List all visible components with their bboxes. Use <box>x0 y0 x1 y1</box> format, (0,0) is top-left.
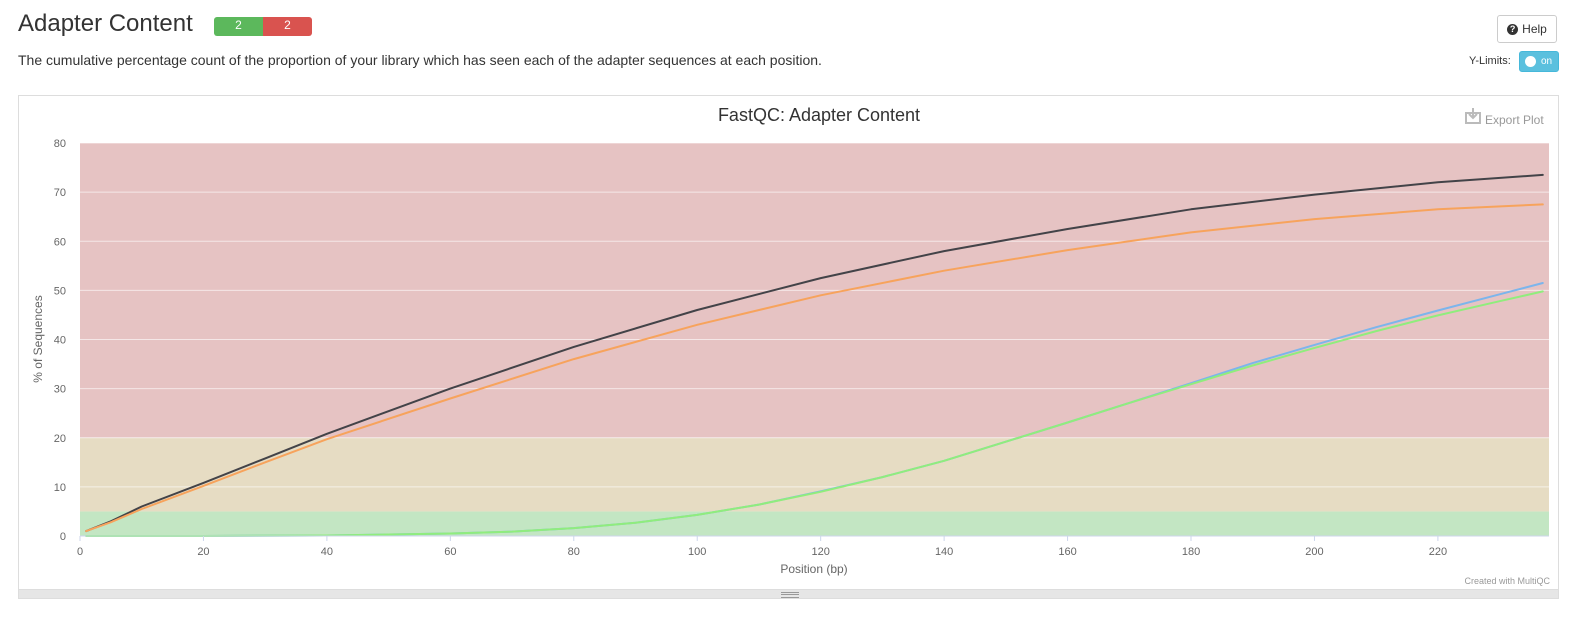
chart-credit: Created with MultiQC <box>1464 576 1550 586</box>
y-tick-label: 10 <box>54 482 66 494</box>
toggle-label: on <box>1541 56 1553 67</box>
x-tick-label: 180 <box>1182 546 1200 558</box>
question-circle-icon: ? <box>1507 23 1519 35</box>
y-tick-label: 30 <box>54 384 66 396</box>
y-tick-label: 60 <box>54 236 66 248</box>
x-tick-label: 20 <box>197 546 209 558</box>
y-tick-label: 20 <box>54 433 66 445</box>
section-description: The cumulative percentage count of the p… <box>18 52 822 68</box>
x-tick-label: 40 <box>321 546 333 558</box>
y-tick-label: 50 <box>54 285 66 297</box>
x-axis-label: Position (bp) <box>780 562 847 576</box>
x-tick-label: 160 <box>1058 546 1076 558</box>
series-line-1[interactable] <box>85 173 1544 533</box>
plot-container: FastQC: Adapter Content Export Plot 0 10 2… <box>18 95 1559 590</box>
resize-grip-icon <box>781 592 799 598</box>
status-pills: 2 2 <box>214 17 312 36</box>
x-tick-label: 0 <box>77 546 83 558</box>
x-tick-label: 80 <box>568 546 580 558</box>
status-fail-badge[interactable]: 2 <box>263 17 312 36</box>
x-tick-label: 60 <box>444 546 456 558</box>
series-line-4[interactable] <box>85 290 1544 537</box>
download-icon <box>1465 108 1481 124</box>
adapter-content-chart: FastQC: Adapter Content Export Plot 0 10 2… <box>31 105 1550 586</box>
plot-resize-handle[interactable] <box>18 589 1559 599</box>
chart-title: FastQC: Adapter Content <box>718 105 920 125</box>
help-button-label: Help <box>1522 22 1547 36</box>
y-axis-label: % of Sequences <box>31 295 45 382</box>
help-button[interactable]: ? Help <box>1497 15 1557 43</box>
y-tick-label: 70 <box>54 187 66 199</box>
x-tick-label: 220 <box>1429 546 1447 558</box>
y-tick-label: 0 <box>60 531 66 543</box>
status-pass-badge[interactable]: 2 <box>214 17 263 36</box>
section-title: Adapter Content <box>18 10 193 37</box>
x-tick-label: 200 <box>1305 546 1323 558</box>
x-tick-label: 120 <box>811 546 829 558</box>
export-plot-label: Export Plot <box>1485 113 1544 127</box>
export-plot-button[interactable]: Export Plot <box>1465 108 1544 127</box>
y-tick-label: 40 <box>54 335 66 347</box>
x-tick-label: 100 <box>688 546 706 558</box>
threshold-band-1 <box>80 437 1549 512</box>
y-tick-label: 80 <box>54 138 66 150</box>
ylimits-label: Y-Limits: <box>1469 55 1511 67</box>
ylimits-toggle[interactable]: on <box>1519 51 1559 72</box>
x-tick-label: 140 <box>935 546 953 558</box>
threshold-band-0 <box>80 511 1549 536</box>
series-line-2[interactable] <box>85 203 1544 533</box>
toggle-knob <box>1525 56 1536 67</box>
